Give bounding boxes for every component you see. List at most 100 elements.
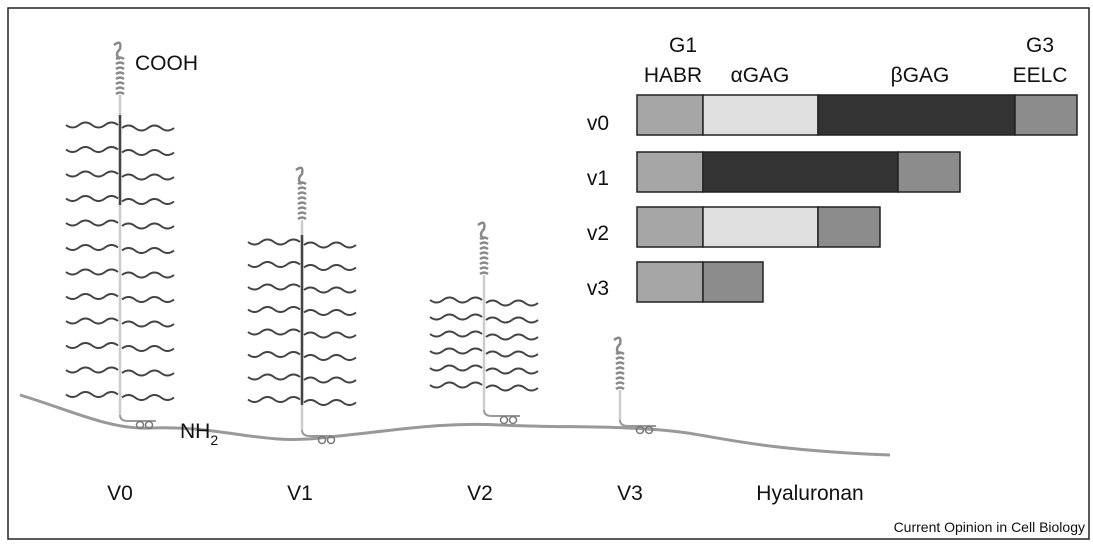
gag-chain (429, 330, 483, 338)
gag-chain (429, 313, 483, 321)
gag-chain (65, 268, 119, 276)
gag-chain (247, 396, 301, 403)
variant-label: V0 (107, 482, 133, 505)
g1-domain (636, 151, 704, 193)
gag-chain (65, 366, 119, 374)
n-terminal (619, 419, 656, 427)
row-label: v2 (587, 222, 609, 245)
gag-chain (65, 195, 119, 202)
nh2-text: NH (180, 420, 210, 443)
nh2-label: NH2 (180, 420, 218, 448)
gag-chain (65, 170, 119, 178)
gag-chain (65, 293, 119, 300)
nh2-subscript: 2 (210, 432, 218, 448)
gag-chain (121, 345, 175, 352)
variant-label: V1 (287, 482, 313, 505)
gag-chain (65, 219, 119, 227)
gag-chain (65, 317, 119, 325)
variant-label: V3 (617, 482, 643, 505)
gag-chain (429, 347, 483, 355)
g1-loop (635, 425, 645, 435)
gag-chain (65, 146, 119, 153)
proteoglycans (65, 41, 656, 445)
credit: Current Opinion in Cell Biology (894, 519, 1085, 535)
gag-chain (247, 373, 301, 381)
gag-chain (121, 198, 175, 205)
gag-chain (303, 241, 357, 249)
g3-domain (897, 151, 961, 193)
g1-loop (326, 435, 336, 445)
agag-domain (702, 206, 819, 248)
bgag-domain (702, 151, 899, 193)
gag-chain (303, 354, 357, 361)
domain-label: βGAG (891, 64, 950, 87)
gag-chain (429, 381, 483, 389)
gag-chain (121, 296, 175, 303)
agag-domain (702, 94, 819, 136)
gag-chain (429, 364, 483, 372)
g1-loop (135, 420, 145, 430)
gag-chain (121, 222, 175, 230)
gag-chain (247, 238, 301, 246)
hyaluronan-label: Hyaluronan (756, 482, 863, 505)
bgag-domain (817, 94, 1016, 136)
gag-chain (247, 261, 301, 268)
gag-chain (247, 351, 301, 358)
row-label: v1 (587, 167, 609, 190)
gag-chain (303, 264, 357, 271)
g1-domain (636, 261, 704, 303)
gag-chain (247, 283, 301, 291)
gag-chain (303, 286, 357, 294)
domain-label: EELC (1013, 64, 1068, 87)
gag-chain (121, 173, 175, 181)
domain-bars (636, 94, 1078, 303)
g1-loop (508, 415, 518, 425)
gag-chain (65, 391, 119, 398)
n-terminal (119, 414, 156, 422)
g1-loop (644, 425, 654, 435)
g3-domain (702, 261, 764, 303)
g3-domain (817, 206, 881, 248)
gag-chain (121, 149, 175, 156)
gag-chain (121, 247, 175, 254)
row-label: v3 (587, 277, 609, 300)
row-label: v0 (587, 112, 609, 135)
gag-chain (121, 320, 175, 328)
domain-label: αGAG (731, 64, 790, 87)
gag-chain (485, 350, 539, 358)
gag-chain (65, 342, 119, 349)
gag-chain (485, 299, 539, 307)
c-terminal-coil (613, 336, 625, 391)
gag-chain (485, 333, 539, 341)
gag-chain (247, 306, 301, 313)
gag-chain (303, 309, 357, 316)
g1-domain (636, 206, 704, 248)
gag-chain (247, 328, 301, 336)
gag-chain (65, 121, 119, 129)
c-terminal-coil (477, 221, 489, 276)
g1-loop (144, 420, 154, 430)
gag-chain (485, 316, 539, 324)
g1-loop (317, 435, 327, 445)
n-terminal (301, 429, 338, 437)
gag-chain (429, 296, 483, 304)
domain-label: G3 (1026, 34, 1054, 57)
n-terminal (483, 409, 520, 417)
g1-loop (499, 415, 509, 425)
g3-domain (1014, 94, 1078, 136)
gag-chain (121, 394, 175, 401)
gag-chain (121, 271, 175, 279)
gag-chain (121, 369, 175, 377)
gag-chain (303, 331, 357, 339)
g1-domain (636, 94, 704, 136)
gag-chain (303, 376, 357, 384)
domain-label: HABR (644, 64, 702, 87)
gag-chain (121, 124, 175, 132)
gag-chain (485, 384, 539, 392)
c-terminal-coil (295, 166, 307, 221)
frame (7, 7, 1090, 540)
c-terminal-coil (113, 41, 125, 96)
gag-chain (65, 244, 119, 251)
cooh-label: COOH (135, 52, 198, 75)
